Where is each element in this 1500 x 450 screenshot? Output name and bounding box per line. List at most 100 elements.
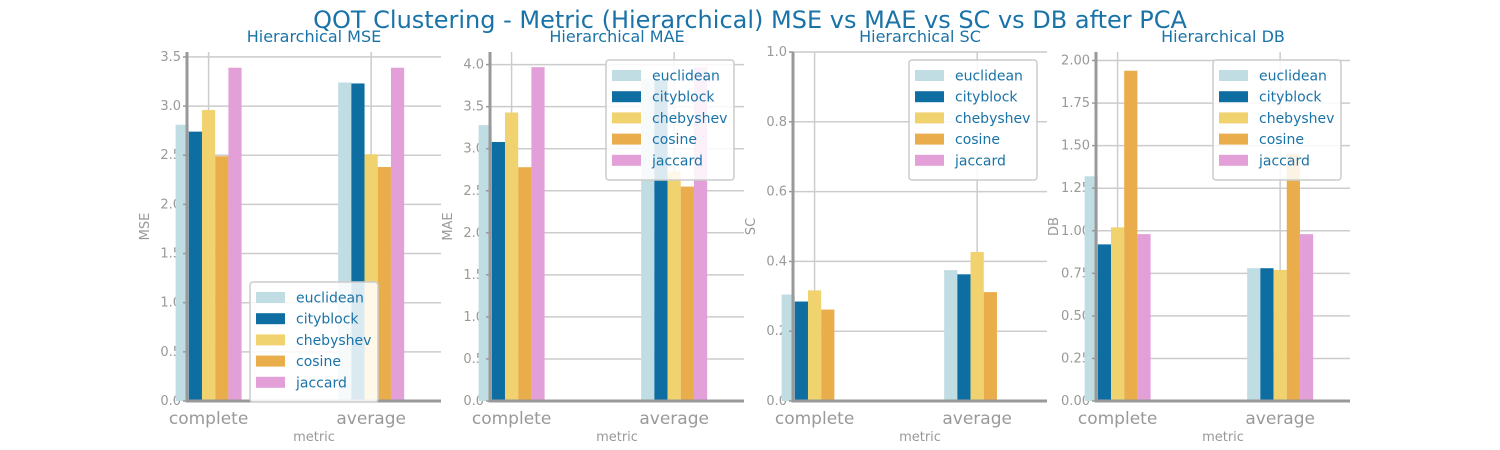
y-axis-label: MSE	[138, 213, 153, 241]
legend-label-euclidean: euclidean	[652, 69, 720, 85]
legend-label-euclidean: euclidean	[1259, 69, 1327, 85]
y-tick-label: 0.4	[766, 254, 787, 269]
y-tick-label: 0.00	[1061, 394, 1090, 409]
y-tick-label: 1.25	[1061, 181, 1090, 196]
x-tick-label: average	[942, 409, 1012, 429]
legend-swatch-chebyshev	[1219, 112, 1248, 124]
legend-label-cityblock: cityblock	[1259, 90, 1322, 106]
bar-cityblock-complete	[794, 301, 808, 401]
chart-title: Hierarchical DB	[1161, 27, 1285, 46]
legend-swatch-cosine	[915, 133, 944, 145]
legend-swatch-cityblock	[915, 91, 944, 103]
bar-cityblock-complete	[1097, 244, 1111, 401]
legend-box	[1212, 59, 1342, 181]
legend-swatch-cosine	[1219, 133, 1248, 145]
legend-label-jaccard: jaccard	[651, 153, 703, 169]
bar-euclidean-complete	[781, 294, 795, 401]
x-tick-label: complete	[472, 409, 551, 429]
y-tick-label: 2.00	[1061, 54, 1090, 69]
legend-swatch-euclidean	[612, 70, 641, 81]
legend-swatch-jaccard	[1219, 154, 1248, 166]
chart-title: Hierarchical SC	[859, 27, 981, 46]
legend: euclidean cityblock chebyshev cosine jaccard	[605, 59, 735, 181]
y-axis-label: DB	[1047, 217, 1062, 236]
y-tick-label: 0.8	[766, 115, 787, 130]
bar-cosine-average	[680, 186, 694, 401]
legend-swatch-cosine	[256, 355, 285, 367]
bar-cityblock-average	[957, 274, 971, 401]
bar-cosine-complete	[1124, 70, 1138, 401]
legend-swatch-chebyshev	[612, 112, 641, 124]
legend-label-jaccard: jaccard	[295, 375, 347, 391]
y-tick-label: 3.5	[160, 50, 181, 65]
bar-euclidean-complete	[1084, 176, 1098, 401]
x-axis-label: metric	[899, 430, 941, 445]
bar-chebyshev-complete	[1110, 227, 1125, 401]
legend-box	[605, 59, 735, 181]
y-tick-label: 0.75	[1061, 266, 1090, 281]
bar-chebyshev-complete	[807, 290, 822, 401]
figure-title: QOT Clustering - Metric (Hierarchical) M…	[313, 6, 1187, 34]
legend-box	[908, 59, 1038, 181]
chart-title: Hierarchical MSE	[247, 27, 382, 46]
legend-label-cosine: cosine	[955, 132, 1000, 148]
bar-cosine-complete	[215, 156, 229, 401]
bar-euclidean-average	[1247, 268, 1261, 401]
x-axis-label: metric	[596, 430, 638, 445]
legend: euclidean cityblock chebyshev cosine jaccard	[1212, 59, 1342, 181]
bar-jaccard-complete	[1137, 234, 1151, 401]
legend-label-chebyshev: chebyshev	[955, 111, 1030, 127]
bar-cosine-average	[377, 167, 391, 401]
legend-swatch-euclidean	[256, 292, 285, 303]
x-axis-label: metric	[293, 430, 335, 445]
legend-swatch-cityblock	[256, 313, 285, 325]
y-tick-label: 3.5	[463, 100, 484, 115]
legend-label-chebyshev: chebyshev	[1259, 111, 1334, 127]
legend-label-cosine: cosine	[652, 132, 697, 148]
x-tick-label: average	[336, 409, 406, 429]
y-tick-label: 3.0	[160, 99, 181, 114]
y-tick-label: 4.0	[463, 58, 484, 73]
legend-label-cityblock: cityblock	[652, 90, 715, 106]
legend-swatch-euclidean	[1219, 70, 1248, 81]
y-axis-label: SC	[744, 218, 759, 235]
x-tick-label: complete	[169, 409, 248, 429]
legend-swatch-chebyshev	[256, 334, 285, 346]
y-tick-label: 1.00	[1061, 224, 1090, 239]
y-tick-label: 0.50	[1061, 309, 1090, 324]
bar-cityblock-complete	[188, 131, 202, 401]
bar-jaccard-average	[390, 67, 405, 401]
bar-cosine-average	[1286, 154, 1300, 401]
bar-cosine-complete	[518, 167, 532, 401]
legend: euclidean cityblock chebyshev cosine jaccard	[249, 281, 379, 403]
legend-swatch-euclidean	[915, 70, 944, 81]
x-axis-label: metric	[1202, 430, 1244, 445]
bar-cosine-complete	[821, 309, 835, 401]
y-tick-label: 0.6	[766, 185, 787, 200]
x-tick-label: complete	[1078, 409, 1157, 429]
y-tick-label: 1.0	[766, 45, 787, 60]
legend-label-euclidean: euclidean	[296, 291, 364, 307]
bar-chebyshev-complete	[504, 112, 519, 401]
y-tick-label: 1.75	[1061, 96, 1090, 111]
legend-label-chebyshev: chebyshev	[296, 333, 371, 349]
legend-label-cityblock: cityblock	[955, 90, 1018, 106]
bar-euclidean-complete	[478, 125, 492, 402]
legend-label-jaccard: jaccard	[954, 153, 1006, 169]
bar-cityblock-average	[1260, 268, 1274, 401]
legend-label-euclidean: euclidean	[955, 69, 1023, 85]
bar-euclidean-average	[944, 270, 958, 401]
x-tick-label: average	[1245, 409, 1315, 429]
legend-swatch-chebyshev	[915, 112, 944, 124]
legend-label-cityblock: cityblock	[296, 312, 359, 328]
bar-jaccard-complete	[531, 67, 545, 401]
y-tick-label: 1.50	[1061, 139, 1090, 154]
bar-jaccard-complete	[228, 67, 242, 401]
bar-chebyshev-average	[667, 171, 681, 401]
legend: euclidean cityblock chebyshev cosine jaccard	[908, 59, 1038, 181]
x-tick-label: average	[639, 409, 709, 429]
